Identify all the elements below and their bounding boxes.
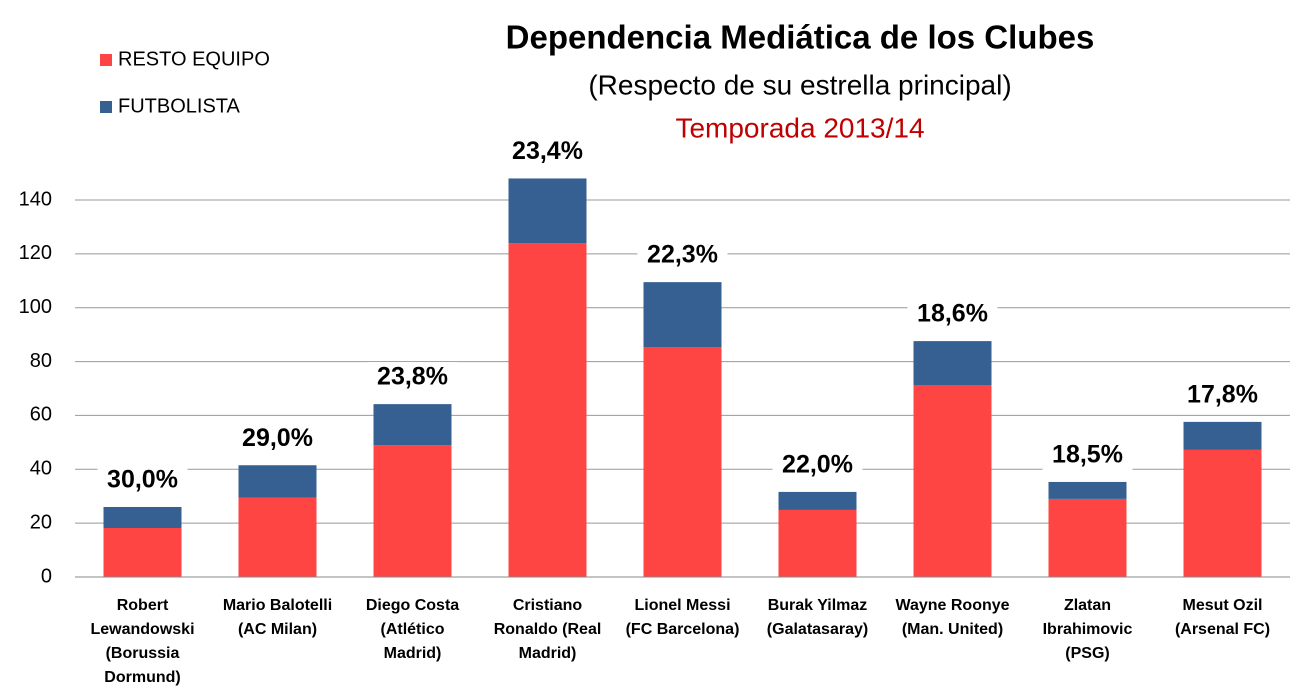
x-tick-label: (Man. United): [902, 621, 1003, 638]
chart-title: Dependencia Mediática de los Clubes: [506, 19, 1095, 56]
bar-label-bg: [1177, 379, 1268, 412]
bar-segment: [508, 243, 587, 578]
season-label: Temporada 2013/14: [675, 112, 924, 143]
x-tick-label: (Galatasaray): [767, 621, 868, 638]
bar-segment: [103, 506, 182, 528]
x-tick-label: (PSG): [1065, 645, 1109, 662]
bar-segment: [913, 341, 992, 385]
x-tick-label: Robert: [117, 597, 169, 614]
bar-label: 23,4%: [512, 137, 583, 165]
x-tick-label: (FC Barcelona): [626, 621, 740, 638]
legend-swatch: [100, 101, 112, 113]
y-tick-label: 0: [41, 565, 52, 587]
bar-segment: [778, 491, 857, 510]
bar-segment: [103, 527, 182, 577]
bar-segment: [1183, 449, 1262, 577]
x-tick-label: Zlatan: [1064, 597, 1111, 614]
chart-subtitle: (Respecto de su estrella principal): [588, 69, 1011, 100]
bar-segment: [508, 178, 587, 244]
x-tick-label: (Arsenal FC): [1175, 621, 1270, 638]
legend-label: RESTO EQUIPO: [118, 48, 270, 70]
bar-label-bg: [502, 136, 593, 169]
bar-segment: [778, 509, 857, 577]
x-tick-label: Wayne Roonye: [895, 597, 1009, 614]
x-tick-label: (Atlético: [381, 621, 445, 638]
x-tick-label: Diego Costa: [366, 597, 459, 614]
x-tick-label: Madrid): [384, 645, 442, 662]
bar-label: 22,3%: [647, 241, 718, 269]
y-tick-label: 80: [30, 350, 52, 372]
bar-segment: [1048, 498, 1127, 577]
x-tick-label: Dormund): [104, 669, 180, 686]
bar-label: 29,0%: [242, 424, 313, 452]
x-tick-label: Burak Yilmaz: [768, 597, 868, 614]
y-tick-label: 140: [19, 188, 52, 210]
x-tick-label: Mario Balotelli: [223, 597, 332, 614]
y-tick-label: 20: [30, 511, 52, 533]
legend-swatch: [100, 54, 112, 66]
bar-segment: [238, 497, 317, 577]
y-tick-label: 40: [30, 458, 52, 480]
x-tick-label: (Borussia: [106, 645, 180, 662]
bar-label-bg: [637, 240, 728, 273]
bar-segment: [643, 347, 722, 577]
x-tick-label: Ronaldo (Real: [494, 621, 602, 638]
bar-label: 22,0%: [782, 451, 853, 479]
bar-label: 17,8%: [1187, 381, 1258, 409]
bar-segment: [373, 404, 452, 446]
bar-label: 30,0%: [107, 466, 178, 494]
x-tick-label: Cristiano: [513, 597, 583, 614]
bar-segment: [1048, 481, 1127, 499]
bar-label-bg: [97, 464, 188, 497]
legend-label: FUTBOLISTA: [118, 95, 241, 117]
y-tick-label: 60: [30, 404, 52, 426]
bar-segment: [373, 445, 452, 577]
x-tick-label: Madrid): [519, 645, 577, 662]
bar-segment: [913, 384, 992, 577]
x-tick-label: Mesut Ozil: [1182, 597, 1262, 614]
x-tick-label: (AC Milan): [238, 621, 317, 638]
bar-label-bg: [232, 423, 323, 456]
bar-label-bg: [907, 299, 998, 332]
bar-segment: [643, 282, 722, 348]
x-tick-label: Lewandowski: [90, 621, 194, 638]
x-tick-label: Lionel Messi: [634, 597, 730, 614]
bar-label: 18,6%: [917, 300, 988, 328]
y-tick-label: 100: [19, 296, 52, 318]
x-tick-label: Ibrahimovic: [1043, 621, 1133, 638]
bar-label: 23,8%: [377, 363, 448, 391]
bar-label-bg: [1042, 439, 1133, 472]
bar-label-bg: [772, 449, 863, 482]
bar-label-bg: [367, 362, 458, 395]
bar-segment: [1183, 421, 1262, 450]
bar-label: 18,5%: [1052, 441, 1123, 469]
y-tick-label: 120: [19, 242, 52, 264]
bar-segment: [238, 465, 317, 498]
